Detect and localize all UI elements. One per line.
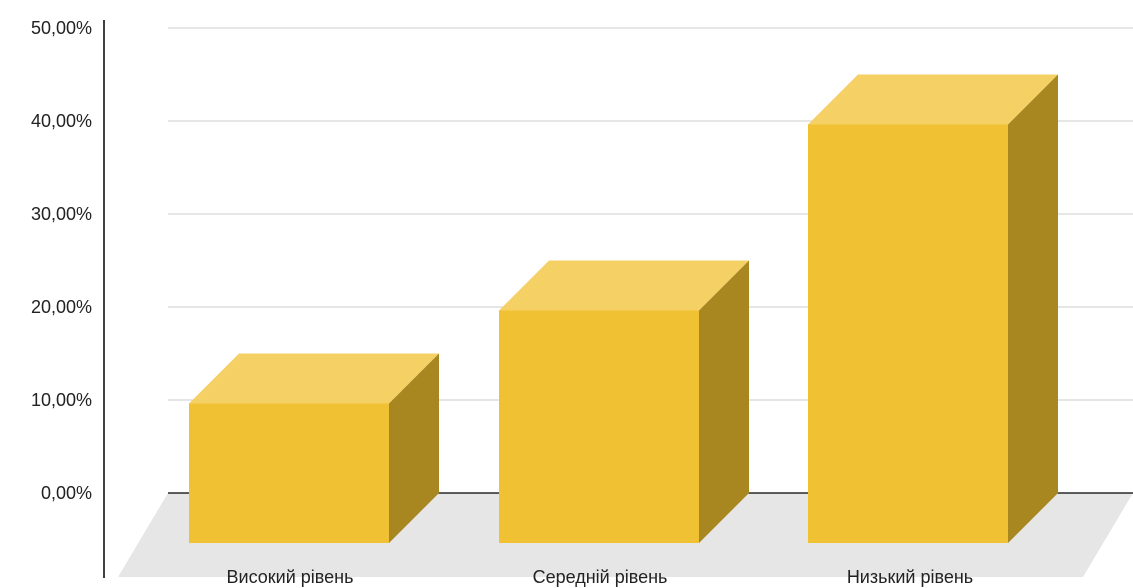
- bar: [189, 353, 439, 543]
- y-tick-label: 40,00%: [31, 111, 92, 131]
- x-category-label: Високий рівень: [227, 567, 354, 587]
- y-tick-label: 50,00%: [31, 18, 92, 38]
- bar-side-face: [699, 260, 749, 543]
- bar-front-face: [189, 403, 389, 543]
- bar-top-face: [189, 353, 439, 404]
- bar: [808, 74, 1058, 543]
- y-tick-label: 0,00%: [41, 483, 92, 503]
- x-category-label: Середній рівень: [533, 567, 668, 587]
- y-tick-label: 20,00%: [31, 297, 92, 317]
- x-category-label: Низький рівень: [847, 567, 973, 587]
- bar-top-face: [808, 74, 1058, 125]
- bar-side-face: [389, 353, 439, 543]
- y-tick-label: 10,00%: [31, 390, 92, 410]
- y-tick-label: 30,00%: [31, 204, 92, 224]
- bar-top-face: [499, 260, 749, 311]
- bar-side-face: [1008, 74, 1058, 543]
- bar: [499, 260, 749, 543]
- bar-front-face: [499, 310, 699, 543]
- bar-front-face: [808, 124, 1008, 543]
